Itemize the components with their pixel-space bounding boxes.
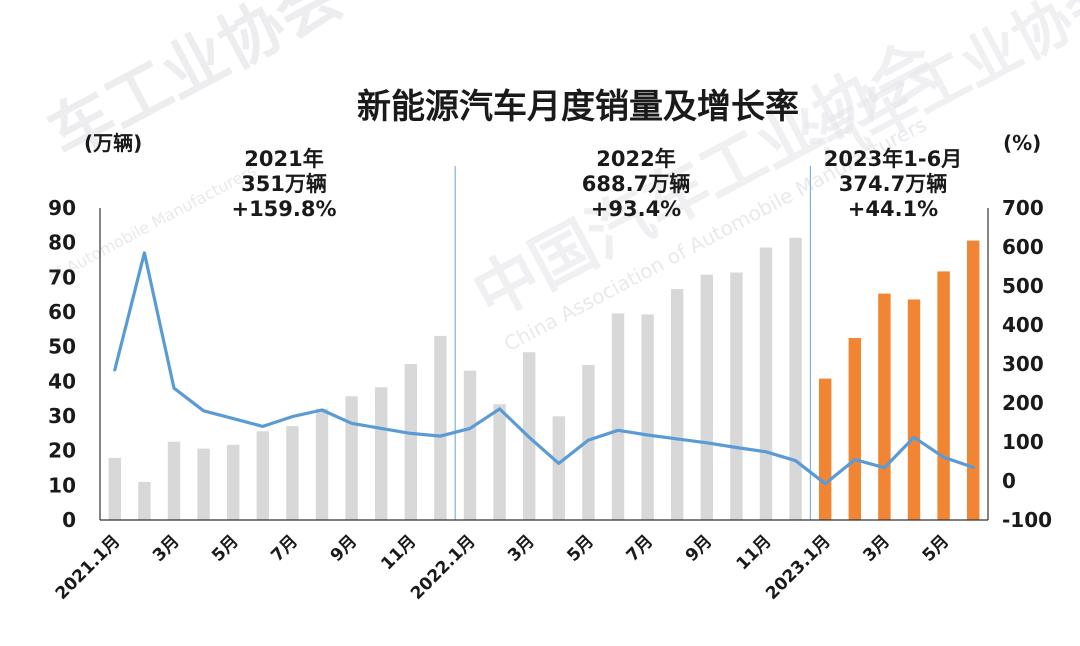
period-total: 351万辆 bbox=[241, 172, 327, 196]
right-tick-label: 100 bbox=[1002, 430, 1044, 454]
x-tick-label: 11月 bbox=[377, 531, 420, 574]
x-tick-label: 9月 bbox=[327, 531, 362, 566]
bar-2021.10月 bbox=[375, 387, 388, 520]
bar-2022.8月 bbox=[671, 289, 684, 520]
left-tick-label: 30 bbox=[48, 404, 76, 428]
right-tick-label: 500 bbox=[1002, 274, 1044, 298]
period-year: 2021年 bbox=[244, 147, 323, 171]
left-tick-label: 40 bbox=[48, 369, 76, 393]
growth-line-series bbox=[113, 251, 975, 486]
left-tick-label: 80 bbox=[48, 231, 76, 255]
left-tick-label: 60 bbox=[48, 300, 76, 324]
bar-2022.7月 bbox=[641, 314, 654, 520]
bar-2023.2月 bbox=[848, 338, 861, 520]
bar-2022.5月 bbox=[582, 365, 595, 520]
left-tick-label: 90 bbox=[48, 196, 76, 220]
x-tick-label: 7月 bbox=[267, 531, 302, 566]
bar-2021.5月 bbox=[227, 444, 240, 520]
chart-title: 新能源汽车月度销量及增长率 bbox=[357, 87, 799, 127]
growth-line bbox=[113, 251, 975, 486]
left-tick-label: 0 bbox=[62, 508, 76, 532]
bar-2021.6月 bbox=[256, 431, 269, 520]
bar-2023.5月 bbox=[937, 271, 950, 520]
period-growth: +159.8% bbox=[231, 197, 336, 221]
left-tick-label: 50 bbox=[48, 335, 76, 359]
right-tick-label: 700 bbox=[1002, 196, 1044, 220]
period-total: 374.7万辆 bbox=[839, 172, 947, 196]
left-tick-label: 70 bbox=[48, 265, 76, 289]
bar-series bbox=[108, 237, 980, 521]
period-growth: +93.4% bbox=[591, 197, 681, 221]
left-tick-label: 20 bbox=[48, 439, 76, 463]
bar-2021.1月 bbox=[108, 457, 121, 520]
right-axis-unit: (%) bbox=[1003, 131, 1041, 155]
bar-2021.12月 bbox=[434, 335, 447, 520]
right-tick-label: 200 bbox=[1002, 391, 1044, 415]
x-tick-label: 2021.1月 bbox=[52, 531, 125, 604]
period-year: 2023年1-6月 bbox=[824, 147, 962, 171]
x-tick-label: 5月 bbox=[563, 531, 598, 566]
bar-2022.10月 bbox=[730, 272, 743, 520]
bar-2022.9月 bbox=[700, 274, 713, 520]
bar-2023.1月 bbox=[819, 378, 832, 520]
x-tick-label: 2023.1月 bbox=[762, 531, 835, 604]
x-tick-label: 7月 bbox=[623, 531, 658, 566]
bar-2022.12月 bbox=[789, 237, 802, 521]
bar-2023.4月 bbox=[907, 299, 921, 520]
x-tick-label: 11月 bbox=[733, 531, 776, 574]
bar-2021.7月 bbox=[286, 426, 299, 520]
x-tick-label: 9月 bbox=[682, 531, 717, 566]
period-growth: +44.1% bbox=[848, 197, 938, 221]
x-tick-label: 2022.1月 bbox=[407, 531, 480, 604]
x-tick-label: 5月 bbox=[208, 531, 243, 566]
left-tick-label: 10 bbox=[48, 473, 76, 497]
period-total: 688.7万辆 bbox=[582, 172, 690, 196]
right-tick-label: 0 bbox=[1002, 469, 1016, 493]
bar-2021.8月 bbox=[315, 408, 329, 520]
right-tick-label: 400 bbox=[1002, 313, 1044, 337]
bar-2021.2月 bbox=[138, 481, 151, 520]
period-year: 2022年 bbox=[596, 147, 675, 171]
x-tick-label: 3月 bbox=[504, 531, 539, 566]
right-tick-label: 300 bbox=[1002, 352, 1044, 376]
bar-2023.6月 bbox=[967, 240, 980, 520]
bar-2022.6月 bbox=[611, 313, 625, 520]
bar-2021.9月 bbox=[345, 396, 358, 520]
left-axis-unit: (万辆) bbox=[84, 131, 142, 155]
right-tick-label: -100 bbox=[1002, 508, 1052, 532]
bar-2022.4月 bbox=[552, 416, 565, 520]
right-tick-label: 600 bbox=[1002, 235, 1044, 259]
bar-2021.11月 bbox=[404, 364, 417, 520]
x-tick-label: 5月 bbox=[919, 531, 954, 566]
bar-2022.1月 bbox=[463, 370, 477, 520]
bar-2021.4月 bbox=[197, 448, 210, 520]
bar-2022.11月 bbox=[759, 247, 773, 520]
bar-2022.2月 bbox=[493, 404, 506, 520]
period-dividers bbox=[454, 166, 812, 520]
axes: 0 10 20 30 40 50 60 70 80 90 -100 0 100 200 300 400 500 6… bbox=[48, 196, 1052, 604]
bar-2021.3月 bbox=[167, 441, 181, 520]
bar-2023.3月 bbox=[878, 293, 891, 520]
x-tick-label: 3月 bbox=[859, 531, 894, 566]
x-tick-label: 3月 bbox=[149, 531, 184, 566]
